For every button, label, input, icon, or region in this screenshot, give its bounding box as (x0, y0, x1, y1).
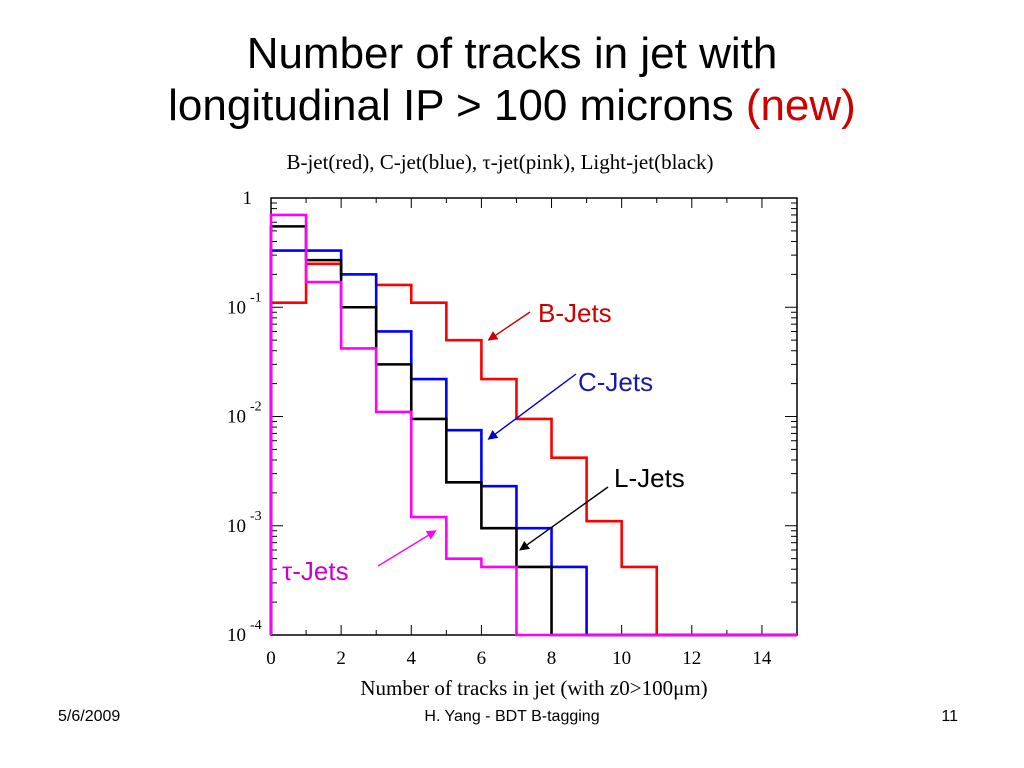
y-tick-label: 10 (227, 516, 246, 537)
annotation-label: τ-Jets (282, 556, 349, 586)
y-tick-label-exponent: -3 (250, 509, 262, 524)
chart-annotations: B-Jets C-Jets L-Jets τ-Jets (282, 298, 685, 586)
annotation-label: B-Jets (538, 298, 612, 328)
slide-title-line2-main: longitudinal IP > 100 microns (168, 81, 734, 130)
annotation-arrow (487, 311, 531, 341)
x-tick-label: 12 (682, 648, 701, 669)
x-axis-label: Number of tracks in jet (with z0>100μm) (360, 676, 707, 700)
plot-frame (270, 197, 798, 636)
annotation-label: C-Jets (578, 367, 653, 397)
footer-presenter: H. Yang - BDT B-tagging (424, 708, 600, 725)
chart-axes: 0 2 4 6 8 10 12 14 1 10 -1 10 -2 10 -3 10 -4 Number of tr… (227, 188, 798, 700)
y-tick-label: 10 (227, 625, 246, 646)
x-tick-label: 14 (752, 648, 772, 669)
x-tick-label: 2 (336, 648, 346, 669)
slide-title-new-highlight: (new) (745, 81, 856, 130)
slide-title-line1: Number of tracks in jet with (246, 29, 778, 78)
x-tick-label: 0 (266, 648, 276, 669)
y-tick-label: 1 (243, 188, 253, 209)
annotation-label: L-Jets (614, 463, 685, 493)
slide-title: Number of tracks in jet with longitudina… (0, 28, 1024, 132)
annotation-arrow (519, 486, 609, 551)
chart-subtitle: B-jet(red), C-jet(blue), τ-jet(pink), Li… (286, 150, 714, 174)
x-tick-label: 8 (547, 648, 557, 669)
x-tick-label: 4 (407, 648, 417, 669)
footer-date: 5/6/2009 (58, 708, 121, 725)
x-tick-label: 10 (612, 648, 631, 669)
y-tick-label: 10 (227, 297, 246, 318)
y-tick-label-exponent: -1 (250, 290, 262, 305)
chart-series-layer (269, 213, 797, 637)
x-tick-label: 6 (477, 648, 487, 669)
series-jets-line (269, 213, 797, 637)
series-ljets-line (269, 225, 797, 637)
y-tick-label: 10 (227, 407, 246, 428)
slide-title-line2: longitudinal IP > 100 microns (new) (0, 80, 1024, 132)
footer-page-number: 11 (941, 708, 958, 725)
y-tick-label-exponent: -2 (250, 400, 262, 415)
annotation-arrow (487, 373, 577, 440)
y-tick-label-exponent: -4 (250, 618, 262, 633)
series-bjets-line (269, 262, 797, 637)
annotation-arrow (377, 530, 437, 567)
